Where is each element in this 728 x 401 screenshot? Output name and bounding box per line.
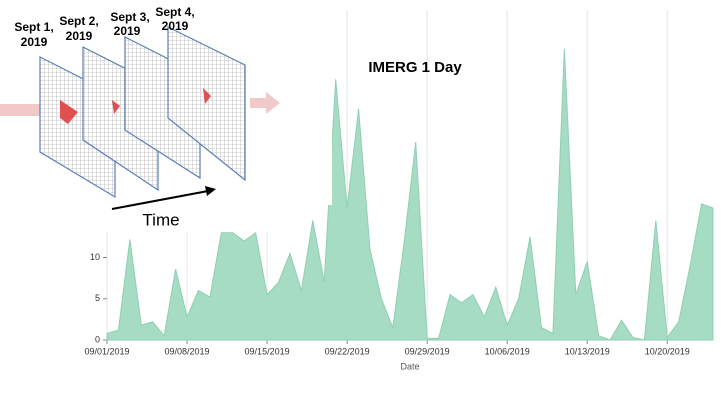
area bbox=[106, 48, 714, 341]
x-tick-label: 10/06/2019 bbox=[485, 346, 530, 356]
x-tick-label: 09/29/2019 bbox=[405, 346, 450, 356]
time-arrowhead bbox=[205, 186, 216, 196]
panel-label: Sept 3, bbox=[110, 10, 149, 24]
panel-label: 2019 bbox=[114, 24, 141, 38]
panel-label: Sept 4, bbox=[155, 5, 194, 19]
x-tick-label: 09/01/2019 bbox=[84, 346, 129, 356]
x-axis-label: Date bbox=[400, 361, 419, 371]
output-arrow bbox=[250, 92, 280, 114]
x-tick-label: 09/08/2019 bbox=[165, 346, 210, 356]
panel-label: Sept 2, bbox=[59, 14, 98, 28]
time-label: Time bbox=[142, 210, 179, 229]
time-arrow bbox=[111, 190, 209, 210]
panel-label: 2019 bbox=[66, 29, 93, 43]
panel-label: 2019 bbox=[21, 35, 48, 49]
x-tick-label: 10/20/2019 bbox=[645, 346, 690, 356]
panel-label: Sept 1, bbox=[14, 20, 53, 34]
x-tick-label: 10/13/2019 bbox=[565, 346, 610, 356]
panel bbox=[167, 26, 246, 182]
panel-label: 2019 bbox=[162, 19, 189, 33]
y-tick-label: 10 bbox=[90, 252, 100, 262]
x-tick-label: 09/22/2019 bbox=[325, 346, 370, 356]
y-tick-label: 5 bbox=[95, 293, 100, 303]
y-tick-label: 0 bbox=[95, 334, 100, 344]
chart-title: IMERG 1 Day bbox=[368, 59, 462, 76]
x-tick-label: 09/15/2019 bbox=[245, 346, 290, 356]
